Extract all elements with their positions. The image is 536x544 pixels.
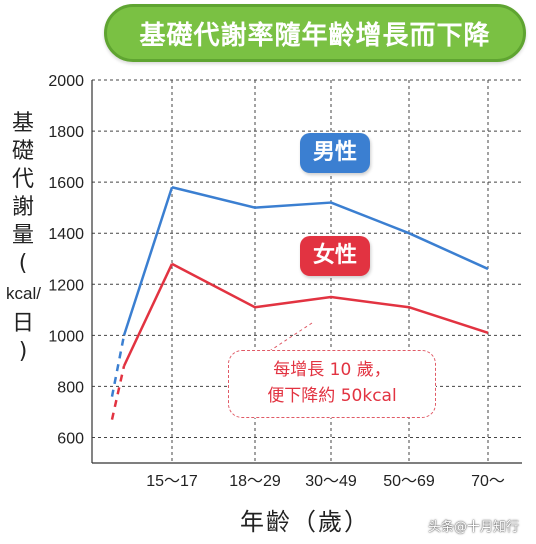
annotation-line-2: 便下降約 50kcal — [267, 386, 397, 406]
title-banner: 基礎代謝率隨年齡增長而下降 — [104, 4, 526, 62]
y-tick-label: 1800 — [48, 124, 84, 141]
series-line-female — [171, 262, 489, 334]
x-tick-label: 30～49 — [305, 473, 357, 490]
x-tick-label: 15～17 — [146, 473, 198, 490]
axis-layer — [91, 80, 522, 464]
x-tick-label: 18～29 — [229, 473, 281, 490]
series-lead-in — [122, 186, 174, 336]
legend-female: 女性 — [300, 236, 370, 276]
watermark: 头条@十月知行 — [428, 520, 520, 535]
ylabel-char: 謝 — [11, 195, 34, 220]
x-tick-label: 50～69 — [383, 473, 435, 490]
ylabel-char: 代 — [11, 167, 34, 192]
y-tick-label: 2000 — [48, 73, 84, 90]
chart-title: 基礎代謝率隨年齡增長而下降 — [139, 20, 491, 51]
x-axis-label: 年齡（歲） — [240, 508, 370, 536]
series-line-male — [171, 186, 489, 271]
y-tick-label: 600 — [57, 430, 84, 447]
ylabel-unit-day: 日 — [11, 311, 34, 336]
tick-layer: 600 800 1000 1200 1400 1600 1800 2000 15～17 18～29… — [48, 73, 505, 490]
series-lead-in-dashed — [110, 365, 126, 420]
ylabel-paren-open: ( — [18, 251, 28, 276]
x-tick-label: 70～ — [471, 473, 505, 490]
y-tick-label: 800 — [57, 379, 84, 396]
ylabel-char: 礎 — [11, 139, 34, 164]
y-axis-label: 基 礎 代 謝 量 ( kcal/ 日 ) — [6, 110, 41, 366]
ylabel-char: 量 — [11, 223, 34, 248]
ylabel-unit: kcal/ — [6, 284, 41, 303]
annotation-line-1: 每增長 10 歲， — [273, 360, 391, 380]
y-tick-label: 1200 — [48, 277, 84, 294]
series-lead-in-dashed — [110, 335, 126, 397]
annotation-callout: 每增長 10 歲， 便下降約 50kcal — [228, 350, 436, 418]
legend-male: 男性 — [300, 133, 370, 173]
y-tick-label: 1600 — [48, 175, 84, 192]
ylabel-char: 基 — [11, 111, 34, 136]
ylabel-paren-close: ) — [18, 339, 28, 364]
series-lead-in — [122, 263, 174, 367]
y-tick-label: 1400 — [48, 226, 84, 243]
y-tick-label: 1000 — [48, 328, 84, 345]
